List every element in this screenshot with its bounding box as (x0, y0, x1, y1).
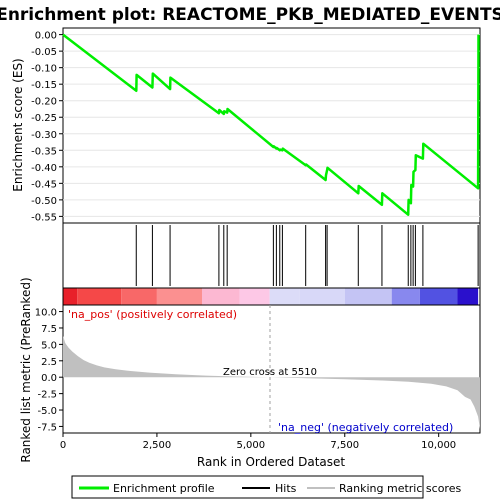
color-bar-segment (202, 288, 240, 305)
pos-correlated-label: 'na_pos' (positively correlated) (68, 308, 237, 321)
color-bar-segment (391, 288, 420, 305)
es-axis-label: Enrichment score (ES) (11, 58, 25, 191)
es-ytick-label: -0.35 (31, 146, 57, 157)
chart-title: Enrichment plot: REACTOME_PKB_MEDIATED_E… (0, 5, 500, 25)
color-bar-segment (77, 288, 122, 305)
es-ytick-label: -0.20 (31, 97, 57, 108)
es-ytick-label: -0.15 (31, 80, 57, 91)
es-ytick-label: -0.10 (31, 64, 57, 75)
es-ytick-label: -0.55 (31, 212, 57, 223)
x-tick-label: 5,000 (237, 440, 266, 451)
es-ytick-label: -0.30 (31, 130, 57, 141)
metric-axis-label: Ranked list metric (PreRanked) (19, 277, 33, 462)
color-bar-segment (156, 288, 202, 305)
es-ytick-label: -0.25 (31, 113, 57, 124)
color-bar-segment (121, 288, 157, 305)
es-ytick-label: -0.50 (31, 196, 57, 207)
es-ytick-label: -0.05 (31, 47, 57, 58)
color-bar-segment (239, 288, 270, 305)
neg-correlated-label: 'na_neg' (negatively correlated) (278, 421, 453, 434)
color-bar-segment (63, 288, 78, 305)
es-ytick-label: -0.40 (31, 163, 57, 174)
metric-ytick-label: 7.5 (41, 324, 57, 335)
x-tick-label: 7,500 (330, 440, 359, 451)
hits-panel-frame (62, 222, 481, 289)
legend-hits-label: Hits (275, 482, 297, 495)
zero-cross-label: Zero cross at 5510 (223, 367, 317, 378)
color-bar-segment (299, 288, 345, 305)
es-ytick-label: 0.00 (35, 31, 57, 42)
x-tick-label: 0 (60, 440, 66, 451)
metric-ytick-label: 10.0 (35, 308, 57, 319)
es-panel-frame (62, 27, 481, 224)
color-bar-segment (344, 288, 392, 305)
enrichment-profile-line (62, 33, 480, 216)
metric-ytick-label: 2.5 (41, 357, 57, 368)
legend-metric-label: Ranking metric scores (339, 482, 461, 495)
color-bar-segment (457, 288, 479, 305)
legend-enrichment-label: Enrichment profile (113, 482, 215, 495)
x-tick-label: 10,000 (421, 440, 456, 451)
metric-ytick-label: -7.5 (37, 422, 57, 433)
x-axis-label: Rank in Ordered Dataset (197, 455, 345, 469)
color-bar-segment (269, 288, 300, 305)
legend: Enrichment profile Hits Ranking metric s… (71, 475, 461, 499)
metric-ytick-label: 5.0 (41, 340, 57, 351)
x-tick-label: 2,500 (143, 440, 172, 451)
metric-ytick-label: -5.0 (37, 406, 57, 417)
es-ytick-label: -0.45 (31, 179, 57, 190)
metric-ytick-label: 0.0 (41, 373, 57, 384)
metric-ytick-label: -2.5 (37, 390, 57, 401)
color-bar-segment (419, 288, 458, 305)
